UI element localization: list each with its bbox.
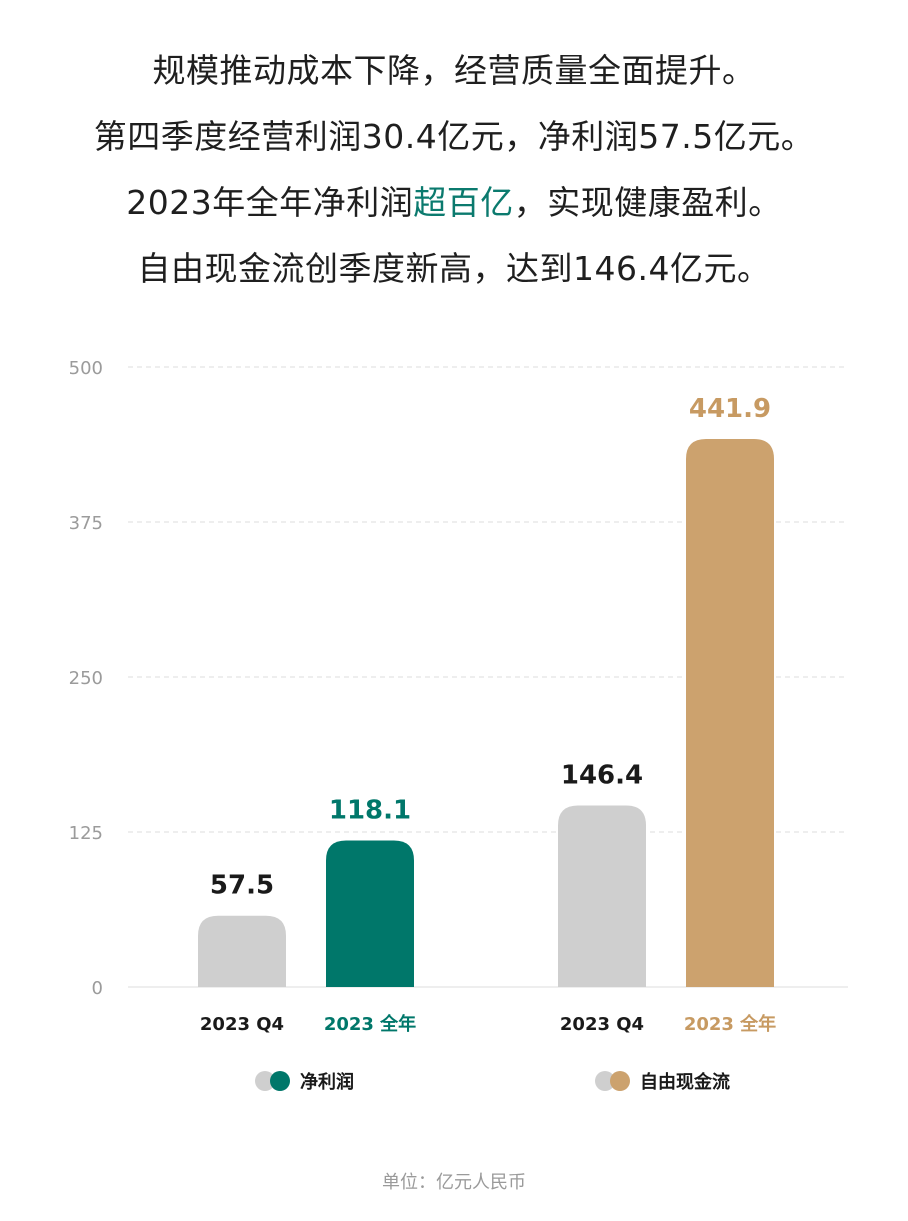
y-tick-label: 250 bbox=[69, 668, 103, 689]
bar-chart: 0 125 250 375 500 57.5 2023 Q4 118.1 2023 全年净利润 1… bbox=[69, 358, 848, 1093]
unit-note: 单位：亿元人民币 bbox=[382, 1172, 526, 1193]
bar-value-label: 146.4 bbox=[561, 760, 643, 790]
headline-line-3: 2023年全年净利润超百亿，实现健康盈利。 bbox=[0, 170, 908, 236]
bar bbox=[558, 805, 646, 987]
bar bbox=[686, 439, 774, 987]
headline-line-3-pre: 2023年全年净利润 bbox=[126, 183, 414, 222]
x-category-label: 2023 全年 bbox=[684, 1013, 776, 1035]
bar bbox=[198, 915, 286, 987]
headline-line-4: 自由现金流创季度新高，达到146.4亿元。 bbox=[137, 249, 771, 288]
headline-highlight: 超百亿 bbox=[413, 183, 514, 222]
bar-value-label: 441.9 bbox=[689, 394, 771, 424]
legend-swatch bbox=[255, 1071, 275, 1091]
legend-swatch bbox=[270, 1071, 290, 1091]
legend-label: 净利润 bbox=[300, 1071, 354, 1093]
y-tick-label: 375 bbox=[69, 513, 103, 534]
x-category-label: 2023 全年 bbox=[324, 1013, 416, 1035]
bar-value-label: 118.1 bbox=[329, 796, 411, 826]
headline-line-1: 规模推动成本下降，经营质量全面提升。 bbox=[152, 51, 756, 90]
bar-value-label: 57.5 bbox=[210, 871, 274, 901]
x-category-label: 2023 Q4 bbox=[200, 1014, 284, 1035]
y-tick-label: 0 bbox=[92, 978, 103, 999]
headline: 规模推动成本下降，经营质量全面提升。 第四季度经营利润30.4亿元，净利润57.… bbox=[0, 38, 908, 302]
legend-swatch bbox=[610, 1071, 630, 1091]
y-tick-label: 500 bbox=[69, 358, 103, 379]
headline-line-2: 第四季度经营利润30.4亿元，净利润57.5亿元。 bbox=[93, 117, 815, 156]
bar bbox=[326, 840, 414, 987]
headline-line-3-post: ，实现健康盈利。 bbox=[513, 183, 782, 222]
legend-label: 自由现金流 bbox=[640, 1071, 730, 1093]
x-category-label: 2023 Q4 bbox=[560, 1014, 644, 1035]
y-tick-label: 125 bbox=[69, 823, 103, 844]
legend-swatch bbox=[595, 1071, 615, 1091]
